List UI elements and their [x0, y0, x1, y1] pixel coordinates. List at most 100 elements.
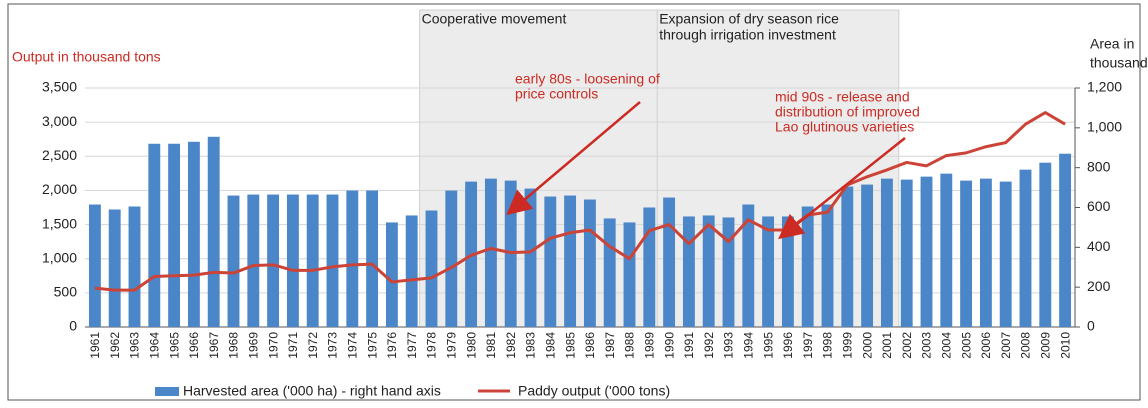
x-tick-label: 1999 — [840, 332, 854, 359]
bar — [445, 190, 458, 327]
x-tick-label: 2005 — [959, 332, 973, 359]
bar — [187, 141, 200, 327]
bar — [762, 216, 775, 327]
y2-tick-label: 800 — [1087, 158, 1111, 174]
y-tick-label: 0 — [69, 318, 77, 334]
y-tick-label: 2,500 — [42, 147, 77, 163]
x-tick-label: 1977 — [405, 332, 419, 359]
bar — [227, 195, 240, 327]
bar — [663, 197, 676, 327]
bar — [920, 176, 933, 327]
x-tick-label: 1979 — [444, 332, 458, 359]
bar — [128, 206, 141, 327]
x-tick-label: 2004 — [939, 332, 953, 359]
bar — [286, 194, 299, 327]
x-tick-label: 2006 — [979, 332, 993, 359]
bar — [385, 222, 398, 327]
bar — [148, 143, 161, 327]
x-tick-label: 2007 — [999, 332, 1013, 359]
period-label: Cooperative movement — [422, 11, 567, 27]
x-tick-label: 2009 — [1038, 332, 1052, 359]
y2-axis-title: Area in — [1090, 36, 1134, 52]
legend-swatch — [155, 387, 179, 396]
x-tick-label: 1996 — [781, 332, 795, 359]
bar — [643, 207, 656, 327]
x-tick-label: 1993 — [722, 332, 736, 359]
bar — [880, 178, 893, 327]
line — [94, 111, 1066, 292]
y2-tick-label: 200 — [1087, 278, 1111, 294]
bar — [682, 216, 695, 327]
bar — [108, 209, 121, 327]
y2-tick-label: 0 — [1087, 318, 1095, 334]
x-tick-label: 1967 — [207, 332, 221, 359]
x-tick-label: 1966 — [187, 332, 201, 359]
x-tick-label: 1976 — [385, 332, 399, 359]
x-tick-label: 2000 — [860, 332, 874, 359]
bar — [801, 206, 814, 327]
bar — [544, 196, 557, 327]
x-tick-label: 1990 — [662, 332, 676, 359]
bar — [484, 178, 497, 327]
bar — [781, 216, 794, 327]
annotation-arrow — [778, 137, 906, 240]
y2-tick-label: 400 — [1087, 238, 1111, 254]
x-tick-label: 1981 — [484, 332, 498, 359]
bar — [702, 215, 715, 327]
x-tick-label: 1987 — [603, 332, 617, 359]
bar — [603, 218, 616, 327]
x-tick-label: 1965 — [167, 332, 181, 359]
x-tick-label: 1980 — [464, 332, 478, 359]
bar — [207, 136, 220, 327]
period-shade — [419, 9, 662, 328]
bar — [524, 188, 537, 327]
bar — [821, 204, 834, 327]
x-tick-label: 1970 — [266, 332, 280, 359]
x-tick-label: 2001 — [880, 332, 894, 359]
x-tick-label: 1971 — [286, 332, 300, 359]
x-tick-label: 1975 — [365, 332, 379, 359]
x-tick-label: 1992 — [702, 332, 716, 359]
x-tick-label: 2008 — [1019, 332, 1033, 359]
x-tick-label: 1969 — [246, 332, 260, 359]
y2-axis-title: thousand ha — [1090, 55, 1148, 71]
period-label: Expansion of dry season rice — [659, 11, 839, 27]
y-tick-label: 2,000 — [42, 181, 77, 197]
x-tick-label: 1994 — [741, 332, 755, 359]
bar — [623, 222, 636, 327]
period-label: through irrigation investment — [659, 27, 836, 43]
bar — [1059, 153, 1072, 327]
x-tick-label: 1986 — [583, 332, 597, 359]
bar — [583, 199, 596, 327]
x-tick-label: 1982 — [504, 332, 518, 359]
bar — [861, 184, 874, 327]
annotation: early 80s - loosening of — [515, 71, 660, 87]
bar — [1019, 169, 1032, 327]
x-tick-label: 1983 — [524, 332, 538, 359]
annotation: distribution of improved — [775, 104, 920, 120]
bar — [405, 215, 418, 327]
labels-layer: Cooperative movement Expansion of dry sea… — [42, 11, 1122, 399]
x-tick-label: 1961 — [88, 332, 102, 359]
annotation: price controls — [515, 86, 598, 102]
bar — [168, 143, 181, 327]
x-tick-label: 2010 — [1058, 332, 1072, 359]
bar — [742, 204, 755, 327]
bar — [979, 178, 992, 327]
x-tick-label: 1964 — [147, 332, 161, 359]
x-tick-label: 1963 — [128, 332, 142, 359]
y-tick-label: 3,000 — [42, 113, 77, 129]
x-tick-label: 1995 — [761, 332, 775, 359]
bar — [564, 195, 577, 327]
y2-tick-label: 1,200 — [1087, 79, 1122, 95]
bar — [366, 190, 379, 327]
bar — [88, 204, 101, 327]
bar — [326, 194, 339, 327]
x-tick-label: 1988 — [623, 332, 637, 359]
marks-layer — [88, 111, 1072, 327]
annotation: Lao glutinous varieties — [775, 119, 914, 135]
bar — [247, 194, 260, 327]
x-tick-label: 1997 — [801, 332, 815, 359]
bar — [425, 210, 438, 327]
